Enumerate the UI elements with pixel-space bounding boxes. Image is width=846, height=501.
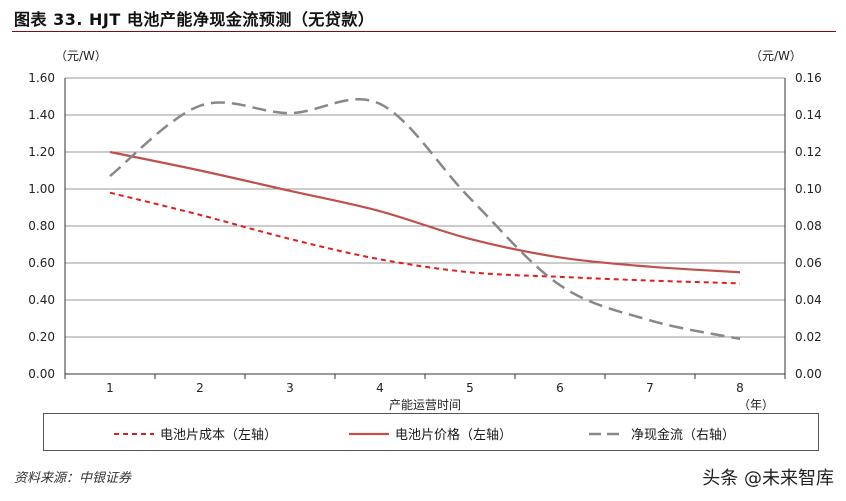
series-line-1 (109, 150, 741, 274)
legend: 电池片成本（左轴） 电池片价格（左轴） 净现金流（右轴） (43, 413, 819, 451)
x-tick-label: 3 (286, 381, 294, 395)
series-line-0 (109, 191, 741, 285)
x-tick-label: 7 (646, 381, 654, 395)
x-tick-label: 5 (466, 381, 474, 395)
y-tick-label-right: 0.12 (795, 145, 822, 159)
y-tick-label-right: 0.06 (795, 256, 822, 270)
x-tick-label: 6 (556, 381, 564, 395)
legend-label-cashflow: 净现金流（右轴） (631, 428, 736, 443)
legend-item-cashflow: 净现金流（右轴） (589, 424, 735, 443)
y-tick-label-left: 1.00 (28, 182, 55, 196)
chart: 0.00 0.20 0.40 0.60 0.80 1.00 1.20 1.40 1.60 0.00… (28, 49, 821, 412)
y-tick-label-right: 0.02 (795, 330, 822, 344)
y-tick-label-left: 1.60 (28, 71, 55, 85)
y-axis-label-right: （元/W） (750, 49, 802, 63)
legend-label-cost: 电池片成本（左轴） (160, 428, 278, 443)
x-tick-label: 2 (196, 381, 204, 395)
legend-swatch-price (349, 432, 389, 435)
y-tick-label-left: 0.40 (28, 293, 55, 307)
x-tick-label: 8 (736, 381, 744, 395)
axes: 0.00 0.20 0.40 0.60 0.80 1.00 1.20 1.40 1.60 0.00… (28, 71, 821, 395)
y-tick-label-left: 0.60 (28, 256, 55, 270)
x-axis-unit: （年） (738, 398, 774, 412)
y-tick-label-left: 0.00 (28, 367, 55, 381)
y-tick-label-right: 0.16 (795, 71, 822, 85)
y-tick-label-left: 0.20 (28, 330, 55, 344)
source-note: 资料来源：中银证券 (14, 471, 132, 486)
x-tick-label: 1 (106, 381, 114, 395)
x-axis-label: 产能运营时间 (389, 398, 461, 412)
y-tick-label-right: 0.10 (795, 182, 822, 196)
y-tick-label-right: 0.14 (795, 108, 822, 122)
legend-label-price: 电池片价格（左轴） (395, 428, 513, 443)
y-axis-label-left: （元/W） (55, 49, 107, 63)
watermark: 头条 @未来智库 (702, 468, 834, 489)
legend-swatch-cashflow (589, 432, 625, 435)
y-tick-label-left: 1.40 (28, 108, 55, 122)
y-tick-label-right: 0.08 (795, 219, 822, 233)
y-tick-label-right: 0.04 (795, 293, 822, 307)
series-lines (109, 98, 741, 341)
y-tick-label-left: 0.80 (28, 219, 55, 233)
legend-swatch-cost (114, 432, 154, 435)
legend-item-cost: 电池片成本（左轴） (114, 424, 277, 443)
y-tick-label-left: 1.20 (28, 145, 55, 159)
x-tick-label: 4 (376, 381, 384, 395)
y-tick-label-right: 0.00 (795, 367, 822, 381)
legend-item-price: 电池片价格（左轴） (349, 424, 512, 443)
series-line-2 (109, 98, 741, 341)
chart-title: 图表 33. HJT 电池产能净现金流预测（无贷款） (14, 10, 375, 29)
title-divider (12, 31, 836, 32)
